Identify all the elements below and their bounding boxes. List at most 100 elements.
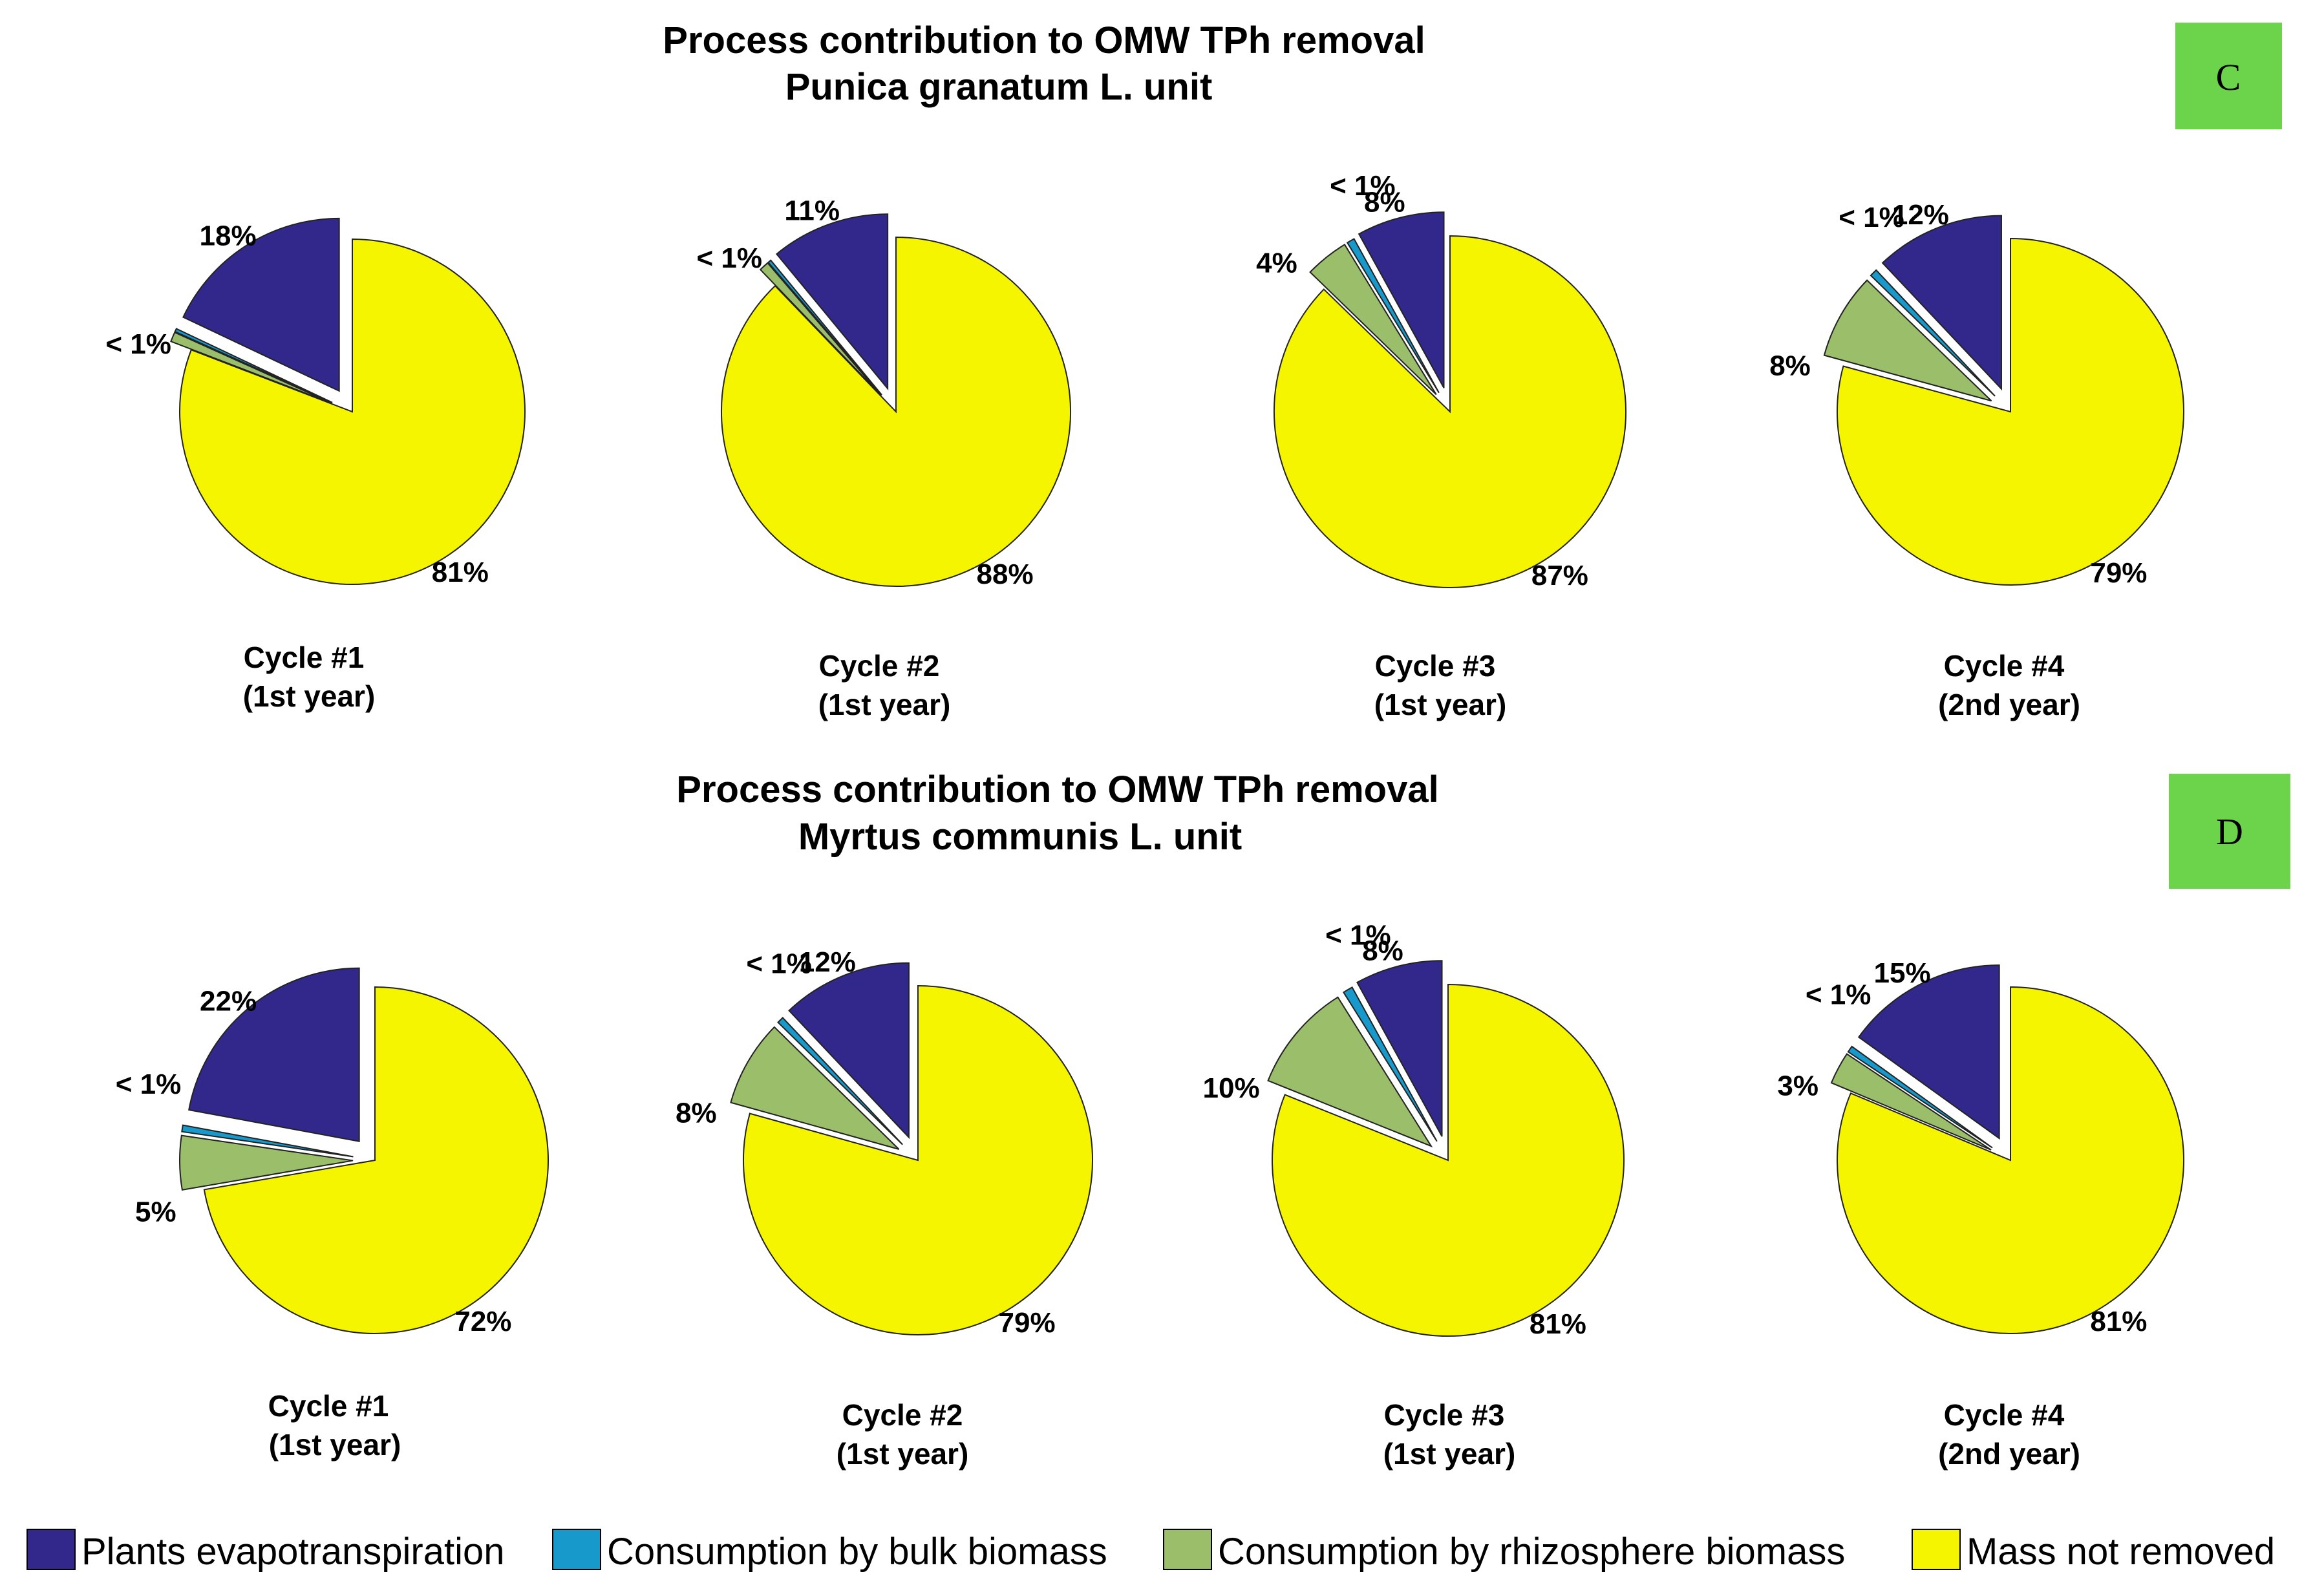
cycle-label-line1: Cycle #2 (842, 1398, 963, 1432)
pie-data-label: < 1% (1330, 170, 1396, 202)
pie-slice-consumption-by-rhizosphere-biomass (1309, 243, 1437, 396)
panel-d-badge (2169, 774, 2290, 889)
panel-c-cycle-1-caption: Cycle #1 (1st year) (243, 641, 376, 713)
pie-data-label: 5% (135, 1196, 176, 1228)
pie-data-label: 8% (1769, 350, 1811, 382)
pie-chart-3: 87% 8% 4% < 1% (1256, 170, 1626, 591)
pie-data-label: < 1% (116, 1068, 182, 1100)
pie-slice-consumption-by-rhizosphere-biomass (1830, 1053, 1992, 1151)
cycle-label-line1: Cycle #4 (1944, 649, 2065, 683)
pie-data-label: < 1% (696, 242, 762, 274)
cycle-label-line2: (1st year) (837, 1437, 969, 1471)
pie-data-label: 18% (200, 220, 257, 251)
legend-item-mass-not-removed: Mass not removed (1912, 1529, 2275, 1573)
pie-data-label: 81% (1530, 1308, 1586, 1340)
pie-slice-consumption-by-bulk-biomass (1870, 269, 1996, 397)
pie-data-label: 22% (200, 986, 257, 1017)
pie-data-label: 81% (432, 557, 489, 588)
pie-slice-consumption-by-rhizosphere-biomass (730, 1026, 900, 1150)
panel-d-cycle-4-caption: Cycle #4 (2nd year) (1938, 1398, 2080, 1471)
panel-c: Process contribution to OMW TPh removal … (243, 19, 2282, 721)
pie-data-label: 79% (999, 1307, 1056, 1339)
pie-slice-consumption-by-bulk-biomass (1342, 986, 1438, 1142)
pie-slice-mass-not-removed (203, 986, 549, 1334)
pie-chart-7: 81% 8% 10% < 1% (1203, 919, 1625, 1340)
pie-data-label: 87% (1531, 560, 1588, 591)
cycle-label-line1: Cycle #1 (244, 641, 365, 674)
legend-label: Mass not removed (1967, 1531, 2275, 1573)
pie-data-label: < 1% (1325, 919, 1391, 951)
cycle-label-line2: (1st year) (818, 688, 951, 721)
cycle-label-line2: (2nd year) (1938, 1437, 2080, 1471)
pie-chart-2: 88% 11% < 1% (696, 195, 1071, 590)
pie-slice-consumption-by-bulk-biomass (174, 328, 333, 403)
pie-slice-consumption-by-bulk-biomass (1847, 1045, 1993, 1149)
cycle-label-line2: (1st year) (269, 1428, 401, 1461)
cycle-label-line1: Cycle #4 (1944, 1398, 2065, 1432)
panel-d-cycle-2-caption: Cycle #2 (1st year) (837, 1398, 969, 1471)
panel-c-cycle-4-caption: Cycle #4 (2nd year) (1938, 649, 2080, 721)
cycle-label-line2: (1st year) (1383, 1437, 1516, 1471)
pies-group: 81%18%< 1%88%11%< 1%87%8%4%< 1%79%12%8%<… (105, 170, 2185, 1340)
pie-slice-consumption-by-rhizosphere-biomass (1823, 279, 1992, 402)
pie-slice-plants-evapotranspiration (1881, 215, 2002, 391)
pie-data-label: 8% (676, 1097, 717, 1129)
panel-c-title-line2: Punica granatum L. unit (785, 66, 1213, 108)
pie-data-label: 12% (799, 946, 856, 978)
legend-swatch (1163, 1529, 1212, 1570)
panel-d-cycle-1-caption: Cycle #1 (1st year) (268, 1389, 401, 1461)
pie-slice-mass-not-removed (1837, 237, 2184, 586)
pie-chart-6: 79% 12% 8% < 1% (676, 946, 1093, 1339)
legend-item-plants-evapotranspiration: Plants evapotranspiration (27, 1529, 505, 1573)
pie-slice-mass-not-removed (743, 984, 1093, 1335)
pie-chart-4: 79% 12% 8% < 1% (1769, 199, 2184, 589)
pie-slice-mass-not-removed (721, 236, 1071, 587)
panel-c-badge (2175, 23, 2282, 129)
pie-data-label: 88% (977, 558, 1034, 590)
panel-c-cycle-2-caption: Cycle #2 (1st year) (818, 649, 951, 721)
pie-data-label: 10% (1203, 1072, 1260, 1104)
pie-data-label: 12% (1892, 199, 1949, 231)
pie-slice-plants-evapotranspiration (775, 213, 889, 391)
pie-data-label: 4% (1256, 247, 1297, 279)
cycle-label-line2: (1st year) (1374, 688, 1507, 721)
pie-data-label: 8% (1364, 186, 1405, 218)
panel-d-cycle-3-caption: Cycle #3 (1st year) (1383, 1398, 1516, 1471)
pie-data-label: < 1% (1839, 202, 1904, 233)
pie-slice-plants-evapotranspiration (1857, 964, 2000, 1140)
pie-slice-consumption-by-rhizosphere-biomass (170, 331, 333, 404)
legend-item-consumption-by-bulk-biomass: Consumption by bulk biomass (552, 1529, 1107, 1573)
cycle-label-line1: Cycle #3 (1384, 1398, 1505, 1432)
legend-item-consumption-by-rhizosphere-biomass: Consumption by rhizosphere biomass (1163, 1529, 1845, 1573)
pie-data-label: 15% (1874, 957, 1931, 989)
pie-slice-consumption-by-bulk-biomass (1346, 238, 1440, 394)
pie-slice-plants-evapotranspiration (1356, 960, 1443, 1137)
pie-slice-mass-not-removed (179, 238, 526, 585)
pie-data-label: < 1% (1806, 979, 1871, 1010)
legend-label: Consumption by rhizosphere biomass (1218, 1531, 1845, 1573)
legend-swatch (552, 1529, 601, 1570)
pie-slice-mass-not-removed (1837, 986, 2185, 1334)
pie-slice-mass-not-removed (1272, 983, 1625, 1337)
pie-data-label: 81% (2090, 1306, 2147, 1337)
panel-d-badge-letter: D (2216, 811, 2243, 853)
pie-slice-mass-not-removed (1274, 235, 1626, 588)
pie-slice-consumption-by-bulk-biomass (777, 1017, 903, 1145)
pie-slice-plants-evapotranspiration (1358, 211, 1445, 388)
panel-c-title-line1: Process contribution to OMW TPh removal (663, 19, 1425, 61)
pie-data-label: < 1% (746, 948, 812, 980)
pie-data-label: < 1% (105, 328, 171, 360)
legend-swatch (27, 1529, 76, 1570)
pie-slice-consumption-by-rhizosphere-biomass (759, 262, 882, 396)
cycle-label-line2: (1st year) (243, 679, 376, 713)
panel-d-title-line1: Process contribution to OMW TPh removal (676, 769, 1438, 811)
legend-swatch (1912, 1529, 1961, 1570)
cycle-label-line1: Cycle #1 (268, 1389, 389, 1423)
panel-d: Process contribution to OMW TPh removal … (268, 769, 2290, 1471)
pie-slice-consumption-by-bulk-biomass (767, 259, 882, 396)
pie-slice-plants-evapotranspiration (788, 962, 910, 1140)
legend-label: Plants evapotranspiration (81, 1531, 505, 1573)
pie-chart-5: 72% 22% 5% < 1% (116, 967, 549, 1337)
cycle-label-line1: Cycle #3 (1375, 649, 1496, 683)
